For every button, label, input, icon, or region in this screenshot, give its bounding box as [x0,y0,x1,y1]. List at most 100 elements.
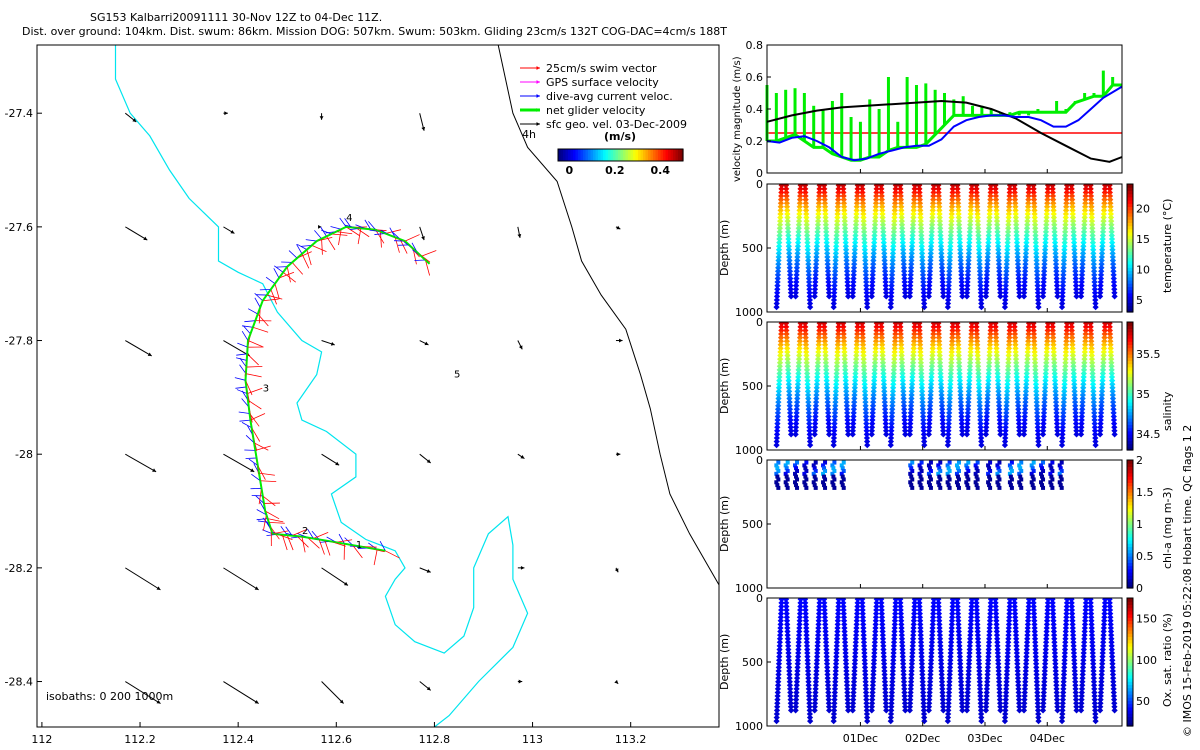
section-sample [853,614,861,621]
section-y-tick-label: 500 [742,656,763,669]
section-sample [1091,703,1099,710]
section-colorbar-cell [1127,575,1133,579]
geo-velocity-arrow-head [614,568,619,573]
section-sample [833,639,841,646]
section-sample [1039,480,1044,485]
section-sample [1106,323,1113,330]
section-sample [936,480,941,485]
section-sample [854,606,861,614]
section-sample [869,282,876,289]
section-sample [1110,692,1118,700]
swim-vector [318,539,325,555]
section-sample [1013,363,1020,370]
section-sample [976,406,984,413]
legend-swatch [520,108,540,112]
section-sample [871,646,878,653]
section-sample [1041,678,1048,685]
section-sample [871,639,878,646]
section-colorbar-cell [1127,687,1133,692]
section-sample [967,632,974,639]
section-sample [1024,635,1031,642]
section-sample [1108,363,1115,370]
section-sample [1080,384,1087,391]
section-sample [957,253,964,261]
section-sample [1087,185,1094,192]
section-sample [938,253,945,261]
section-sample [793,685,800,692]
section-sample [787,707,795,714]
section-sample [813,675,820,682]
section-sample [927,660,935,667]
section-sample [900,391,907,399]
section-sample [1041,477,1046,482]
section-sample [1101,603,1108,610]
section-sample [1041,460,1046,465]
swim-vector [394,237,400,253]
section-sample [890,377,897,384]
section-sample [917,480,922,485]
section-sample [775,253,782,261]
section-sample [879,341,886,348]
section-sample [920,710,928,718]
section-colorbar-cell [1127,556,1133,560]
section-sample [1033,675,1040,682]
section-sample [773,304,780,311]
section-sample [776,642,783,649]
section-sample [890,639,898,646]
section-sample [813,261,820,268]
section-sample [888,275,896,282]
section-sample [945,700,952,707]
section-sample [1035,300,1042,307]
section-sample [908,664,915,671]
section-sample [938,664,945,671]
section-sample [889,682,896,689]
section-sample [863,289,870,296]
section-sample [890,649,897,657]
swim-vector [270,289,277,305]
section-sample [1111,286,1118,293]
section-sample [891,617,899,624]
section-sample [977,700,984,707]
section-sample [963,289,971,296]
section-sample [1043,635,1050,642]
section-sample [1071,253,1078,261]
section-sample [776,377,783,384]
section-sample [863,434,871,442]
section-sample [926,413,933,420]
section-sample [862,678,869,685]
section-y-label: Depth (m) [718,358,731,414]
section-sample [908,399,915,406]
dive-avg-vector [251,473,261,482]
section-sample [873,598,880,603]
section-sample [1071,381,1078,388]
section-sample [851,671,858,678]
section-sample [1020,707,1028,714]
section-sample [1002,703,1009,710]
section-sample [1069,214,1077,221]
section-sample [992,599,999,606]
section-sample [1061,239,1068,246]
section-sample [897,599,904,606]
section-sample [850,696,857,703]
section-sample [830,480,835,485]
section-sample [1029,463,1034,468]
section-sample [1080,235,1087,243]
section-sample [965,391,972,399]
section-sample [1073,703,1080,710]
section-sample [946,253,954,261]
section-colorbar-cell [1127,713,1133,717]
section-sample [1059,438,1066,445]
section-sample [843,667,850,675]
section-sample [853,341,860,348]
geo-velocity-arrow-shaft [223,453,255,473]
section-sample [832,671,839,678]
section-sample [973,598,980,603]
section-sample [862,671,869,678]
section-sample [955,466,960,471]
section-sample [1089,239,1097,246]
section-sample [1023,363,1031,370]
section-sample [775,678,782,685]
section-sample [802,341,810,348]
section-sample [983,700,990,707]
